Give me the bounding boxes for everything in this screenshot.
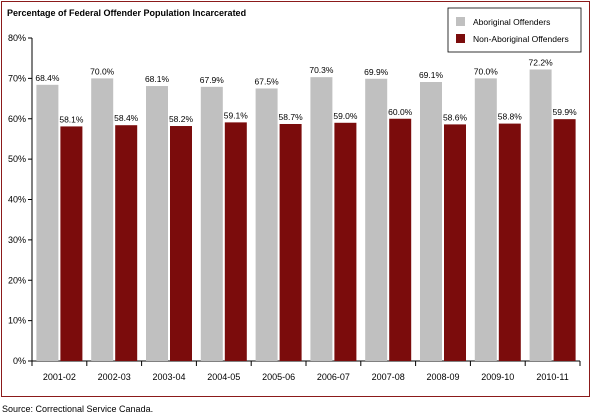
bar-aboriginal — [146, 86, 168, 361]
bar-non-aboriginal — [498, 123, 521, 361]
y-tick-label: 0% — [13, 356, 26, 366]
bar-non-aboriginal — [60, 126, 83, 361]
y-tick-label: 40% — [8, 195, 26, 205]
x-tick-label: 2004-05 — [207, 372, 240, 382]
data-label: 68.1% — [145, 74, 170, 84]
data-label: 69.1% — [419, 70, 444, 80]
bar-non-aboriginal — [279, 123, 302, 361]
bar-non-aboriginal — [224, 122, 247, 361]
bar-aboriginal — [36, 84, 59, 362]
y-tick-label: 50% — [8, 154, 26, 164]
bar-non-aboriginal — [170, 126, 192, 361]
legend-label: Aboriginal Offenders — [473, 17, 550, 27]
bar-aboriginal — [200, 86, 223, 361]
legend-box — [447, 7, 582, 53]
legend-swatch — [456, 17, 465, 26]
x-tick-label: 2003-04 — [152, 372, 185, 382]
data-label: 58.4% — [114, 113, 139, 123]
data-label: 69.9% — [364, 67, 389, 77]
x-tick-label: 2005-06 — [262, 372, 295, 382]
y-tick-label: 80% — [8, 33, 26, 43]
bar-non-aboriginal — [553, 119, 576, 361]
data-label: 59.9% — [553, 107, 578, 117]
data-label: 58.7% — [279, 112, 304, 122]
bar-non-aboriginal — [389, 118, 412, 361]
data-label: 70.3% — [309, 65, 334, 75]
bar-aboriginal — [255, 88, 278, 361]
data-label: 59.1% — [224, 110, 249, 120]
y-tick-label: 10% — [8, 316, 26, 326]
y-tick-label: 70% — [8, 73, 26, 83]
data-label: 68.4% — [35, 73, 60, 83]
x-tick-label: 2002-03 — [98, 372, 131, 382]
y-tick-label: 60% — [8, 114, 26, 124]
x-tick-label: 2001-02 — [43, 372, 76, 382]
bar-aboriginal — [529, 69, 552, 362]
source-note: Source: Correctional Service Canada. — [2, 404, 154, 414]
chart-title: Percentage of Federal Offender Populatio… — [7, 8, 247, 18]
y-tick-label: 20% — [8, 275, 26, 285]
bar-aboriginal — [474, 78, 497, 361]
data-label: 72.2% — [529, 57, 554, 67]
legend-swatch — [456, 34, 465, 43]
legend-label: Non-Aboriginal Offenders — [473, 34, 569, 44]
y-tick-label: 30% — [8, 235, 26, 245]
bar-non-aboriginal — [334, 122, 357, 361]
x-tick-label: 2010-11 — [536, 372, 568, 382]
bar-aboriginal — [310, 77, 333, 361]
x-tick-label: 2007-08 — [372, 372, 405, 382]
data-label: 59.0% — [333, 111, 358, 121]
data-label: 58.2% — [169, 114, 194, 124]
x-tick-label: 2006-07 — [317, 372, 350, 382]
data-label: 58.8% — [498, 112, 523, 122]
data-label: 70.0% — [474, 66, 499, 76]
data-label: 70.0% — [90, 66, 115, 76]
x-tick-label: 2009-10 — [481, 372, 514, 382]
data-label: 58.1% — [59, 114, 84, 124]
bar-aboriginal — [420, 82, 442, 361]
x-tick-label: 2008-09 — [426, 372, 459, 382]
bar-aboriginal — [91, 78, 114, 361]
bar-non-aboriginal — [444, 124, 466, 361]
bar-aboriginal — [365, 78, 388, 361]
data-label: 60.0% — [388, 107, 413, 117]
data-label: 67.5% — [255, 76, 280, 86]
bar-non-aboriginal — [115, 125, 138, 362]
data-label: 58.6% — [443, 112, 468, 122]
data-label: 67.9% — [200, 75, 225, 85]
